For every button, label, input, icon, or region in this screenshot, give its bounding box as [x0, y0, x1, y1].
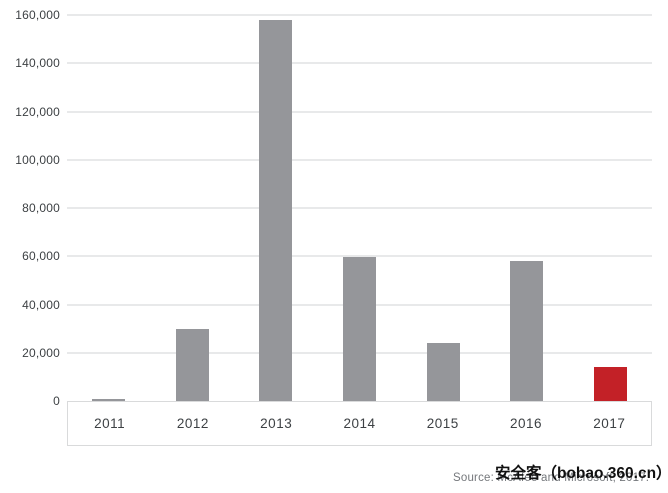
gridline-160,000: [67, 14, 652, 16]
y-axis-tick-label: 80,000: [22, 201, 60, 215]
bar-2017: [593, 367, 627, 401]
gridline-100,000: [67, 158, 652, 161]
x-axis-label-2015: 2015: [426, 416, 459, 431]
x-axis-label-2013: 2013: [260, 416, 293, 431]
bar-2016: [510, 261, 544, 401]
bar-2012: [175, 328, 209, 401]
y-axis-tick-label: 160,000: [15, 8, 60, 22]
gridline-60,000: [67, 255, 652, 258]
source-citation: Source: McAfee and Microsoft, 2017.: [453, 472, 650, 484]
y-axis-tick-label: 100,000: [15, 152, 60, 167]
y-axis-tick-label: 0: [53, 394, 60, 408]
gridline-140,000: [67, 62, 652, 65]
bar-2011: [92, 398, 126, 401]
bar-2015: [426, 343, 460, 401]
y-axis-tick-label: 40,000: [22, 297, 60, 312]
y-axis-tick-label: 20,000: [22, 345, 60, 360]
x-axis-label-2011: 2011: [94, 416, 126, 431]
y-axis-tick-label: 140,000: [15, 56, 60, 71]
bar-2014: [343, 257, 376, 401]
gridline-120,000: [67, 110, 652, 113]
gridline-80,000: [67, 207, 652, 209]
x-axis-label-2017: 2017: [593, 416, 626, 431]
x-axis-label-2016: 2016: [510, 416, 543, 431]
x-axis-label-strip: 2011 2012 2013 2014 2015 2016 2017: [67, 401, 652, 446]
watermark-text: 安全客（bobao.360.cn）: [495, 465, 668, 482]
y-axis-tick-label: 120,000: [15, 104, 60, 119]
y-axis-tick-label: 60,000: [22, 249, 60, 264]
x-axis-label-2012: 2012: [176, 416, 209, 431]
plot-area: [67, 14, 652, 401]
bar-2013: [259, 19, 293, 401]
x-axis-label-2014: 2014: [343, 416, 376, 431]
